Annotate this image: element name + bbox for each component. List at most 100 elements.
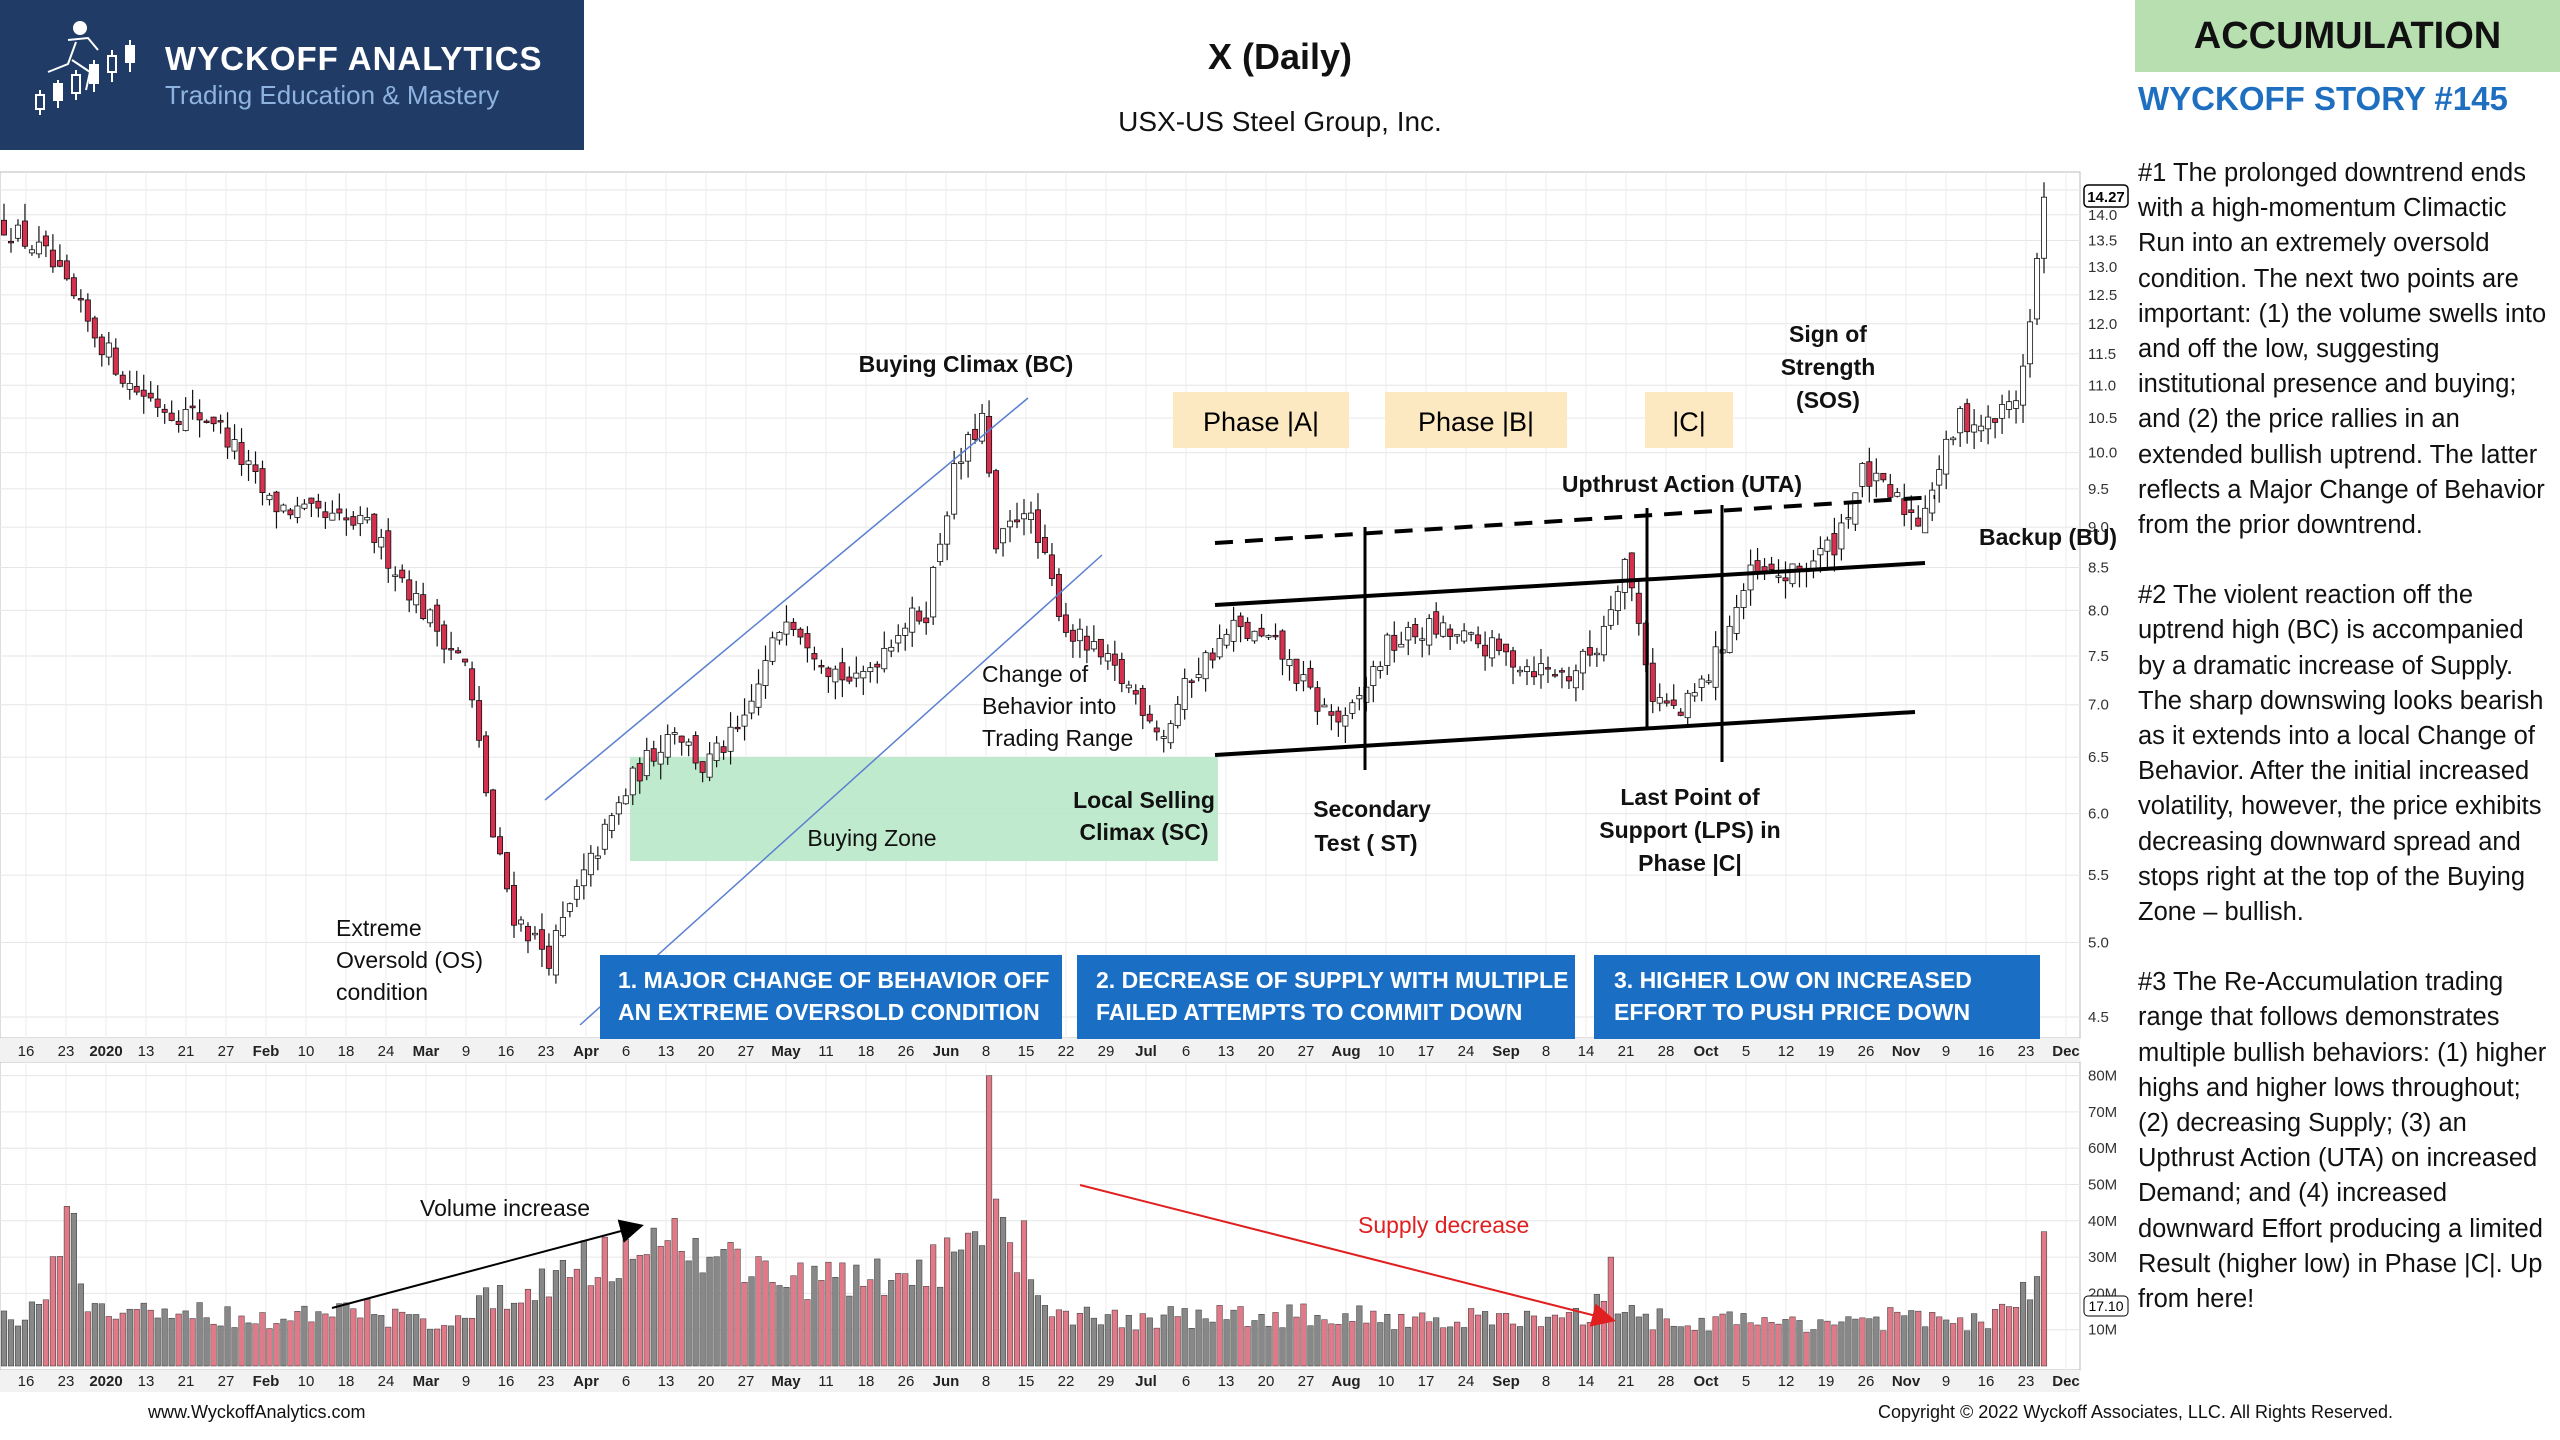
volume-bar	[1726, 1311, 1733, 1367]
date-tick-label: 29	[1098, 1373, 1115, 1390]
date-tick-label: 13	[1218, 1373, 1235, 1390]
volume-bar	[1384, 1313, 1391, 1367]
candle-body	[1908, 509, 1915, 513]
volume-bar	[1069, 1324, 1076, 1367]
volume-bar	[1146, 1317, 1153, 1367]
label-backup: Backup (BU)	[1979, 524, 2117, 550]
volume-bar	[1034, 1295, 1042, 1367]
candle-body	[1537, 663, 1544, 676]
volume-bar	[483, 1287, 490, 1367]
volume-bar	[496, 1285, 504, 1367]
volume-bar	[1181, 1308, 1188, 1367]
volume-bar	[1915, 1310, 1922, 1367]
date-tick-label: 21	[178, 1373, 195, 1390]
candle-body	[797, 628, 804, 638]
volume-bar	[1251, 1320, 1258, 1367]
candle-body	[2041, 196, 2048, 259]
volume-bar	[692, 1238, 699, 1367]
candle-body	[1782, 577, 1789, 582]
volume-bar	[1314, 1315, 1321, 1367]
label-extreme-os-3: condition	[336, 979, 428, 1005]
runner-logo-icon	[35, 21, 135, 115]
volume-bar	[1237, 1306, 1244, 1367]
volume-bar	[364, 1299, 371, 1367]
volume-bar	[636, 1255, 643, 1367]
volume-bar	[1523, 1310, 1531, 1367]
candle-body	[1167, 723, 1174, 744]
label-uta: Upthrust Action (UTA)	[1562, 471, 1802, 497]
candle-body	[1314, 687, 1321, 712]
price-tick-label: 13.0	[2088, 259, 2117, 276]
date-tick-label: 27	[218, 1043, 235, 1060]
candle-body	[1705, 680, 1712, 683]
date-tick-label: Nov	[1892, 1373, 1921, 1390]
volume-bar	[1593, 1294, 1600, 1367]
volume-bar	[1663, 1318, 1670, 1367]
volume-bar	[769, 1281, 776, 1367]
date-tick-label: 21	[1618, 1043, 1635, 1060]
candle-body	[266, 494, 273, 501]
candle-body	[944, 515, 951, 545]
volume-bar	[1782, 1319, 1789, 1367]
candle-body	[1985, 416, 1992, 430]
date-tick-label: 10	[1378, 1373, 1395, 1390]
volume-bar	[1405, 1326, 1412, 1367]
candle-body	[35, 241, 42, 255]
candle-body	[1447, 628, 1454, 637]
label-sos-2: Strength	[1781, 354, 1876, 380]
candle-body	[224, 427, 231, 448]
volume-bar	[469, 1317, 476, 1367]
volume-bar	[846, 1295, 853, 1367]
date-tick-label: Apr	[573, 1043, 599, 1060]
date-tick-label: 20	[1258, 1043, 1275, 1060]
phase-a-box	[1173, 392, 1349, 448]
volume-bar	[1733, 1324, 1740, 1367]
date-tick-label: 26	[898, 1043, 915, 1060]
candle-body	[1887, 484, 1894, 498]
date-tick-label: 8	[982, 1373, 990, 1390]
current-volume-marker	[2083, 1295, 2129, 1317]
volume-bar	[252, 1323, 259, 1367]
volume-bar	[629, 1258, 636, 1367]
volume-bar	[1272, 1312, 1279, 1367]
volume-bar	[867, 1279, 874, 1367]
uptrend-channel-lower	[579, 554, 1103, 1026]
date-tick-label: 8	[1542, 1043, 1550, 1060]
callout-2-line-1: 2. DECREASE OF SUPPLY WITH MULTIPLE	[1096, 967, 1568, 993]
volume-bar	[1586, 1322, 1593, 1367]
volume-bar	[1642, 1313, 1649, 1367]
candle-body	[1069, 629, 1076, 642]
candle-body	[1670, 699, 1677, 706]
candle-body	[1894, 492, 1901, 497]
date-tick-label: 20	[698, 1043, 715, 1060]
candle-body	[1635, 592, 1642, 624]
date-tick-label: 28	[1658, 1373, 1675, 1390]
volume-bar	[1447, 1326, 1454, 1367]
candle-body	[972, 428, 979, 440]
volume-bar	[902, 1273, 909, 1367]
candle-body	[720, 746, 727, 753]
candle-body	[462, 658, 469, 663]
volume-bar	[294, 1311, 301, 1367]
candle-body	[280, 504, 287, 512]
volume-bar	[993, 1198, 1000, 1367]
candle-body	[734, 726, 741, 730]
candle-body	[1286, 658, 1293, 667]
candle-body	[385, 530, 392, 569]
candle-body	[1405, 627, 1412, 641]
date-tick-label: Dec	[2052, 1043, 2080, 1060]
candle-body	[657, 751, 664, 765]
candle-body	[476, 700, 483, 741]
volume-bar	[1817, 1319, 1824, 1367]
candle-body	[322, 511, 329, 518]
volume-bar	[357, 1317, 364, 1367]
volume-bar	[1342, 1313, 1349, 1367]
volume-bar	[783, 1287, 790, 1367]
candle-body	[2020, 365, 2027, 406]
date-tick-label: 13	[658, 1043, 675, 1060]
volume-bar	[748, 1276, 755, 1367]
candle-body	[1482, 644, 1489, 657]
callout-2-line-2: FAILED ATTEMPTS TO COMMIT DOWN	[1096, 999, 1522, 1025]
candle-body	[748, 700, 755, 714]
volume-bar	[1503, 1313, 1510, 1367]
